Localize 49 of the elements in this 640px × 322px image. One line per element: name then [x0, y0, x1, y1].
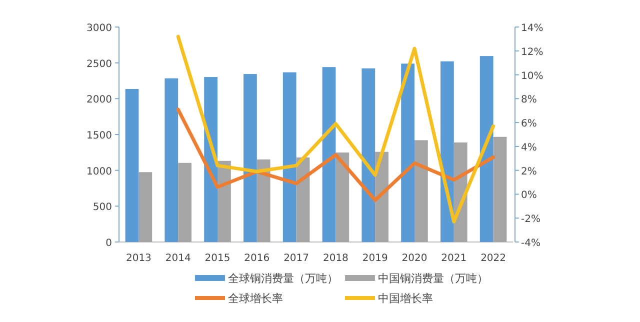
bar [218, 160, 231, 242]
y2-tick-label: 2% [521, 166, 537, 178]
bar [244, 74, 257, 242]
y2-tick-label: 10% [521, 70, 544, 82]
x-tick-label: 2021 [441, 253, 467, 264]
bar [493, 136, 507, 242]
y2-tick-label: 4% [521, 142, 537, 154]
y-tick-label: 500 [92, 202, 112, 214]
legend-label: 中国增长率 [378, 292, 433, 305]
y-tick-label: 2000 [86, 94, 112, 106]
bar [322, 67, 336, 242]
y-tick-label: 3000 [86, 23, 112, 34]
y2-tick-label: -2% [521, 214, 540, 226]
x-tick-label: 2014 [165, 253, 191, 264]
x-tick-label: 2020 [402, 253, 428, 264]
bar [480, 56, 494, 242]
x-tick-label: 2018 [322, 253, 348, 264]
y2-tick-label: 14% [521, 23, 544, 34]
x-tick-label: 2016 [244, 253, 270, 264]
legend-label: 全球增长率 [228, 292, 283, 305]
bar [256, 159, 270, 242]
y2-tick-label: 12% [521, 46, 544, 58]
bar [164, 78, 178, 242]
x-tick-label: 2013 [126, 253, 152, 264]
line-series [176, 108, 496, 202]
bar [401, 64, 414, 242]
y2-tick-label: 0% [521, 190, 537, 202]
bar [362, 68, 376, 242]
bar [125, 88, 139, 242]
y2-tick-label: -4% [521, 238, 540, 249]
bar [336, 152, 350, 242]
x-tick-label: 2017 [284, 253, 310, 264]
line-series [176, 34, 496, 224]
y-tick-label: 2500 [86, 58, 112, 70]
y-tick-label: 1000 [86, 166, 112, 178]
x-tick-label: 2015 [204, 253, 230, 264]
y-tick-label: 1500 [86, 130, 112, 142]
bar [178, 162, 192, 242]
x-tick-label: 2022 [480, 253, 506, 264]
bar [138, 172, 152, 242]
y2-tick-label: 8% [521, 94, 537, 106]
y-tick-label: 0 [106, 238, 112, 249]
legend-label: 中国铜消费量（万吨） [378, 272, 488, 285]
y2-tick-label: 6% [521, 118, 537, 130]
bar [440, 61, 454, 242]
bar [282, 72, 296, 242]
bar [414, 140, 428, 242]
legend-label: 全球铜消费量（万吨） [228, 272, 338, 285]
x-tick-label: 2019 [362, 253, 388, 264]
